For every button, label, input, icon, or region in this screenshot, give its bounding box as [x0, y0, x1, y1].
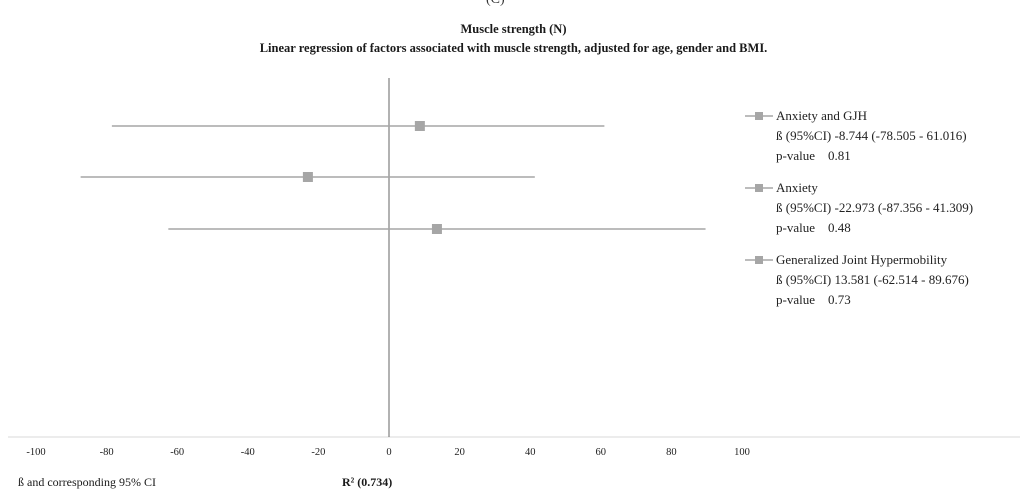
series-layer	[80, 121, 706, 234]
x-tick-label: 60	[596, 447, 607, 458]
legend-ci-text: ß (95%CI) -22.973 (-87.356 - 41.309)	[776, 200, 973, 215]
legend-p-value: p-value 0.48	[776, 220, 851, 235]
legend-item: Anxiety ß (95%CI) -22.973 (-87.356 - 41.3…	[745, 180, 973, 235]
legend-series-name: Anxiety and GJH	[776, 108, 867, 123]
legend-p-value: p-value 0.81	[776, 148, 851, 163]
legend-item: Generalized Joint Hypermobility ß (95%CI)…	[745, 252, 969, 307]
chart-title-block: Muscle strength (N) Linear regression of…	[0, 20, 1027, 58]
legend-ci-text: ß (95%CI) 13.581 (-62.514 - 89.676)	[776, 272, 969, 287]
legend-series-name: Anxiety	[776, 180, 818, 195]
x-tick-label: -80	[100, 447, 114, 458]
estimate-marker	[302, 172, 313, 182]
legend-series-name: Generalized Joint Hypermobility	[776, 252, 948, 267]
panel-label: (C)	[486, 0, 505, 8]
r-squared-label: R² (0.734)	[342, 475, 393, 489]
x-tick-label: -20	[311, 447, 325, 458]
legend-item: Anxiety and GJH ß (95%CI) -8.744 (-78.505…	[745, 108, 967, 163]
x-tick-label: -100	[26, 447, 45, 458]
x-tick-label: 20	[454, 447, 465, 458]
legend: Anxiety and GJH ß (95%CI) -8.744 (-78.505…	[745, 108, 973, 307]
x-tick-label: -60	[170, 447, 184, 458]
x-axis-label: ß and corresponding 95% CI	[18, 475, 156, 489]
x-tick-label: 40	[525, 447, 536, 458]
chart-title: Muscle strength (N)	[460, 22, 567, 36]
x-tick-label: 0	[386, 447, 391, 458]
estimate-marker	[431, 224, 442, 234]
legend-p-value: p-value 0.73	[776, 292, 851, 307]
estimate-marker	[414, 121, 425, 131]
chart-subtitle: Linear regression of factors associated …	[259, 41, 768, 55]
x-tick-label: -40	[241, 447, 255, 458]
legend-marker	[755, 256, 763, 264]
legend-ci-text: ß (95%CI) -8.744 (-78.505 - 61.016)	[776, 128, 967, 143]
x-tick-label: 100	[734, 447, 750, 458]
axis-layer: -100 -80 -60 -40 -20 0 20 40 60 80 100	[8, 78, 1020, 458]
x-tick-label: 80	[666, 447, 677, 458]
legend-marker	[755, 112, 763, 120]
legend-marker	[755, 184, 763, 192]
